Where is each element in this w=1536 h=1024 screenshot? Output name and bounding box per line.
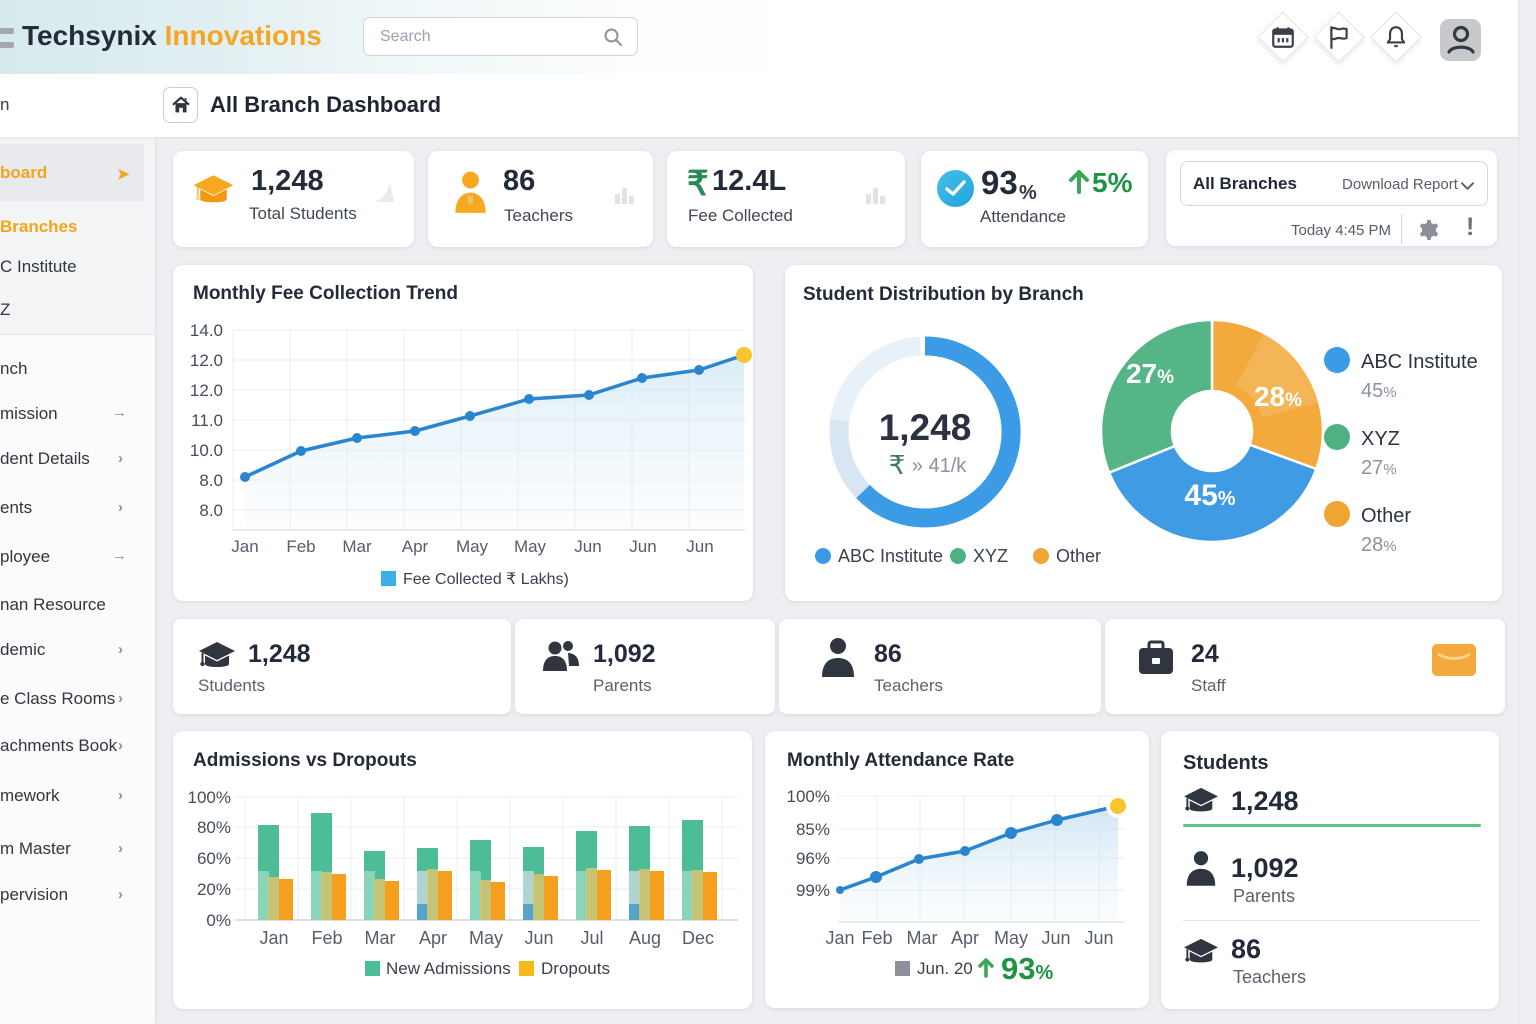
svg-text:Jun. 20: Jun. 20: [917, 959, 973, 978]
svg-text:20%: 20%: [197, 880, 231, 899]
svg-text:12.0: 12.0: [190, 351, 223, 370]
svg-text:27%: 27%: [1361, 457, 1397, 479]
svg-text:96%: 96%: [796, 849, 830, 868]
svg-text:ABC Institute: ABC Institute: [838, 546, 943, 566]
svg-text:8.0: 8.0: [199, 501, 223, 520]
svg-text:Jul: Jul: [580, 928, 603, 948]
svg-text:Jan: Jan: [231, 537, 258, 556]
svg-text:May: May: [994, 928, 1028, 948]
svg-text:14.0: 14.0: [190, 321, 223, 340]
svg-text:80%: 80%: [197, 818, 231, 837]
svg-text:Feb: Feb: [861, 928, 892, 948]
svg-text:Other: Other: [1361, 505, 1411, 527]
svg-text:Jun: Jun: [574, 537, 601, 556]
svg-text:Jun: Jun: [629, 537, 656, 556]
svg-text:Jun: Jun: [524, 928, 553, 948]
svg-text:» 41/k: » 41/k: [912, 455, 967, 477]
svg-text:Jun: Jun: [686, 537, 713, 556]
svg-text:Apr: Apr: [951, 928, 979, 948]
svg-text:Mar: Mar: [342, 537, 372, 556]
svg-text:New Admissions: New Admissions: [386, 959, 511, 978]
svg-text:Apr: Apr: [402, 537, 429, 556]
svg-text:Jan: Jan: [259, 928, 288, 948]
svg-text:0%: 0%: [206, 911, 231, 930]
svg-text:93%: 93%: [1001, 951, 1053, 986]
svg-text:May: May: [469, 928, 503, 948]
svg-text:Jun: Jun: [1084, 928, 1113, 948]
svg-text:₹: ₹: [889, 450, 906, 480]
svg-text:28%: 28%: [1361, 534, 1397, 556]
svg-text:May: May: [514, 537, 547, 556]
svg-text:Apr: Apr: [419, 928, 447, 948]
svg-text:11.0: 11.0: [191, 411, 223, 430]
svg-text:Feb: Feb: [286, 537, 315, 556]
svg-text:Mar: Mar: [907, 928, 938, 948]
svg-text:Jun: Jun: [1041, 928, 1070, 948]
svg-text:Fee Collected ₹ Lakhs): Fee Collected ₹ Lakhs): [403, 571, 569, 588]
svg-text:60%: 60%: [197, 849, 231, 868]
svg-text:1,248: 1,248: [879, 407, 972, 448]
svg-text:Dropouts: Dropouts: [541, 959, 610, 978]
svg-text:12.0: 12.0: [190, 381, 223, 400]
svg-text:10.0: 10.0: [190, 441, 223, 460]
svg-text:85%: 85%: [796, 820, 830, 839]
svg-text:Dec: Dec: [682, 928, 714, 948]
svg-text:100%: 100%: [787, 787, 830, 806]
svg-text:100%: 100%: [188, 788, 231, 807]
svg-text:Other: Other: [1056, 546, 1101, 566]
svg-text:Jan: Jan: [825, 928, 854, 948]
svg-text:ABC Institute: ABC Institute: [1361, 351, 1478, 373]
svg-text:Mar: Mar: [365, 928, 396, 948]
svg-text:45%: 45%: [1361, 380, 1397, 402]
svg-text:99%: 99%: [796, 881, 830, 900]
svg-text:XYZ: XYZ: [973, 546, 1008, 566]
svg-text:XYZ: XYZ: [1361, 428, 1400, 450]
svg-text:Aug: Aug: [629, 928, 661, 948]
svg-text:May: May: [456, 537, 489, 556]
svg-text:8.0: 8.0: [199, 471, 223, 490]
svg-text:Feb: Feb: [311, 928, 342, 948]
